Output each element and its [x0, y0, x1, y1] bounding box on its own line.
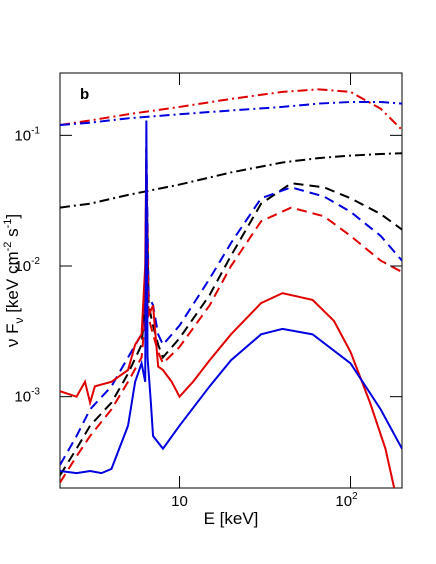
tick-label: 10 [171, 493, 188, 510]
tick-exponent: -2 [31, 256, 40, 267]
tick-base: 10 [14, 258, 31, 275]
series-line [60, 164, 402, 476]
series-line [60, 100, 402, 126]
tick-label: 10-1 [14, 125, 40, 144]
y-label-part: -1 [2, 219, 14, 229]
plot-frame [59, 72, 403, 489]
x-axis-label: E [keV] [204, 509, 259, 528]
tick-base: 10 [335, 493, 352, 510]
series-line [60, 174, 402, 484]
y-label-part: s [3, 228, 22, 241]
lines [60, 88, 402, 488]
series-line [60, 147, 402, 466]
y-label-part: ] [3, 214, 22, 219]
annotation: b [80, 86, 89, 103]
tick-exponent: -1 [31, 125, 40, 136]
y-label-part: [keV cm [3, 251, 22, 317]
tick-label: 102 [335, 491, 358, 510]
y-label-part: ν [12, 318, 26, 324]
tick-base: 10 [14, 389, 31, 406]
series-line [60, 152, 402, 209]
series-line [60, 148, 396, 488]
tick-base: 10 [14, 127, 31, 144]
series-line [60, 88, 402, 131]
tick-exponent: 2 [352, 491, 358, 502]
y-label-part: -2 [2, 242, 14, 252]
tick-label: 10-2 [14, 256, 40, 275]
tick-exponent: -3 [31, 387, 40, 398]
series-line [60, 120, 402, 475]
tick-label: 10-3 [14, 387, 40, 406]
y-axis-label: ν Fν [keV cm-2 s-1] [2, 214, 26, 347]
y-label-part: ν F [3, 324, 22, 348]
